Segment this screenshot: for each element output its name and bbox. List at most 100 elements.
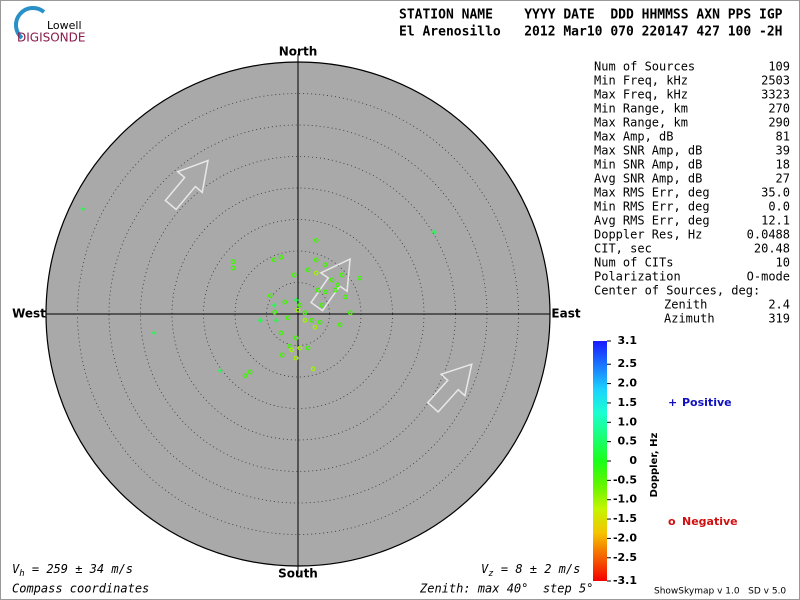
source-plus <box>80 206 86 212</box>
source-circle <box>313 237 319 243</box>
stat-value: 270 <box>768 102 790 116</box>
source-circle <box>282 299 288 305</box>
colorbar-tick-label: 3.1 <box>618 334 638 347</box>
legend-symbol: o <box>668 515 676 528</box>
source-plus <box>273 317 279 323</box>
stat-label: Num of CITs <box>594 256 673 270</box>
source-plus <box>217 368 223 374</box>
source-circle <box>230 265 236 271</box>
stat-label: Num of Sources <box>594 60 695 74</box>
colorbar-tick-label: 0 <box>629 454 637 467</box>
source-circle <box>323 289 329 295</box>
stat-value: 3323 <box>761 88 790 102</box>
colorbar-label: Doppler, Hz <box>649 433 660 498</box>
stat-value: 18 <box>776 158 790 172</box>
vz-symbol: V <box>481 562 489 576</box>
stat-value: 12.1 <box>761 214 790 228</box>
colorbar-tick-label: -0.5 <box>613 473 637 486</box>
stat-label: Azimuth <box>664 312 715 326</box>
colorbar-tick-label: 1.0 <box>618 415 638 428</box>
source-circle <box>293 335 299 341</box>
logo-swoosh <box>14 6 46 40</box>
source-circle <box>272 309 278 315</box>
east-label: East <box>551 307 580 321</box>
source-plus <box>271 302 277 308</box>
colorbar-tick-label: -1.0 <box>613 493 637 506</box>
legend-symbol: + <box>668 396 677 409</box>
stat-label: Min Freq, kHz <box>594 74 688 88</box>
source-circle <box>312 324 318 330</box>
source-circle <box>287 343 293 349</box>
stat-value: 0.0 <box>768 200 790 214</box>
legend-label: Negative <box>682 515 738 528</box>
north-label: North <box>279 45 317 59</box>
stat-label: Max Freq, kHz <box>594 88 688 102</box>
stat-value: 2.4 <box>768 298 790 312</box>
source-circle <box>230 259 236 265</box>
colorbar-tick-label: 1.5 <box>618 396 638 409</box>
source-circle <box>335 282 341 288</box>
vh-text: Vh = 259 ± 34 m/s <box>12 562 133 579</box>
source-circle <box>329 277 335 283</box>
stat-value: 81 <box>776 130 790 144</box>
stat-label: Max Amp, dB <box>594 130 673 144</box>
source-circle <box>319 302 325 308</box>
stat-label: Min SNR Amp, dB <box>594 158 702 172</box>
stat-value: 290 <box>768 116 790 130</box>
south-label: South <box>278 567 318 581</box>
stat-label: CIT, sec <box>594 242 652 256</box>
vh-value: = 259 ± 34 m/s <box>25 562 133 576</box>
source-circle <box>279 352 285 358</box>
colorbar-tick-label: 0.5 <box>618 435 638 448</box>
source-circle <box>271 257 277 263</box>
source-circle <box>342 294 348 300</box>
colorbar-tick-label: 2.5 <box>618 357 638 370</box>
source-circle <box>278 254 284 260</box>
stats-table: Num of Sources 109 Min Freq, kHz 2503 Max Fr… <box>594 60 790 326</box>
vh-symbol: V <box>12 562 20 576</box>
stat-label: Center of Sources, deg: <box>594 284 760 298</box>
colorbar-tick-label: -2.5 <box>613 551 637 564</box>
stat-label: Avg SNR Amp, dB <box>594 172 702 186</box>
zenith-note: Zenith: max 40° step 5° <box>419 582 593 596</box>
vz-text: Vz = 8 ± 2 m/s <box>481 562 580 579</box>
colorbar-tick-label: -3.1 <box>613 574 637 587</box>
stat-value: 10 <box>776 256 790 270</box>
source-circle <box>297 345 303 351</box>
vz-sub: z <box>488 569 493 579</box>
source-circle <box>309 317 315 323</box>
source-circle <box>339 272 345 278</box>
source-circle <box>310 366 316 372</box>
colorbar-ticks: 3.1 2.5 2.0 1.5 1.0 0.5 0 -0.5 -1.0 -1.5 -2.0 -2.5 -… <box>607 334 637 587</box>
source-circle <box>267 293 273 299</box>
plot-area <box>45 54 551 574</box>
source-circle <box>242 373 248 379</box>
vz-value: = 8 ± 2 m/s <box>494 562 581 576</box>
source-circle <box>302 310 308 316</box>
source-circle <box>357 275 363 281</box>
source-plus <box>151 330 157 336</box>
source-circle <box>291 272 297 278</box>
drift-arrow <box>164 159 209 211</box>
source-circle <box>337 322 343 328</box>
version: ShowSkymap v 1.0 SD v 5.0 <box>654 587 786 597</box>
logo-main: DIGISONDE <box>17 31 85 45</box>
coordinates-note: Compass coordinates <box>12 582 149 596</box>
stat-value: O-mode <box>747 270 790 284</box>
source-circle <box>247 369 253 375</box>
stat-value: 27 <box>776 172 790 186</box>
source-circle <box>305 267 311 273</box>
stat-value: 319 <box>768 312 790 326</box>
source-circle <box>289 347 295 353</box>
colorbar <box>593 341 607 581</box>
source-circle <box>313 270 319 276</box>
colorbar-tick-label: -1.5 <box>613 512 637 525</box>
stat-label: Zenith <box>664 298 707 312</box>
source-plus <box>293 297 299 303</box>
stat-value: 20.48 <box>754 242 790 256</box>
logo-top: Lowell <box>47 19 82 32</box>
source-circle <box>322 262 328 268</box>
stat-value: 39 <box>776 144 790 158</box>
source-circle <box>295 307 301 313</box>
